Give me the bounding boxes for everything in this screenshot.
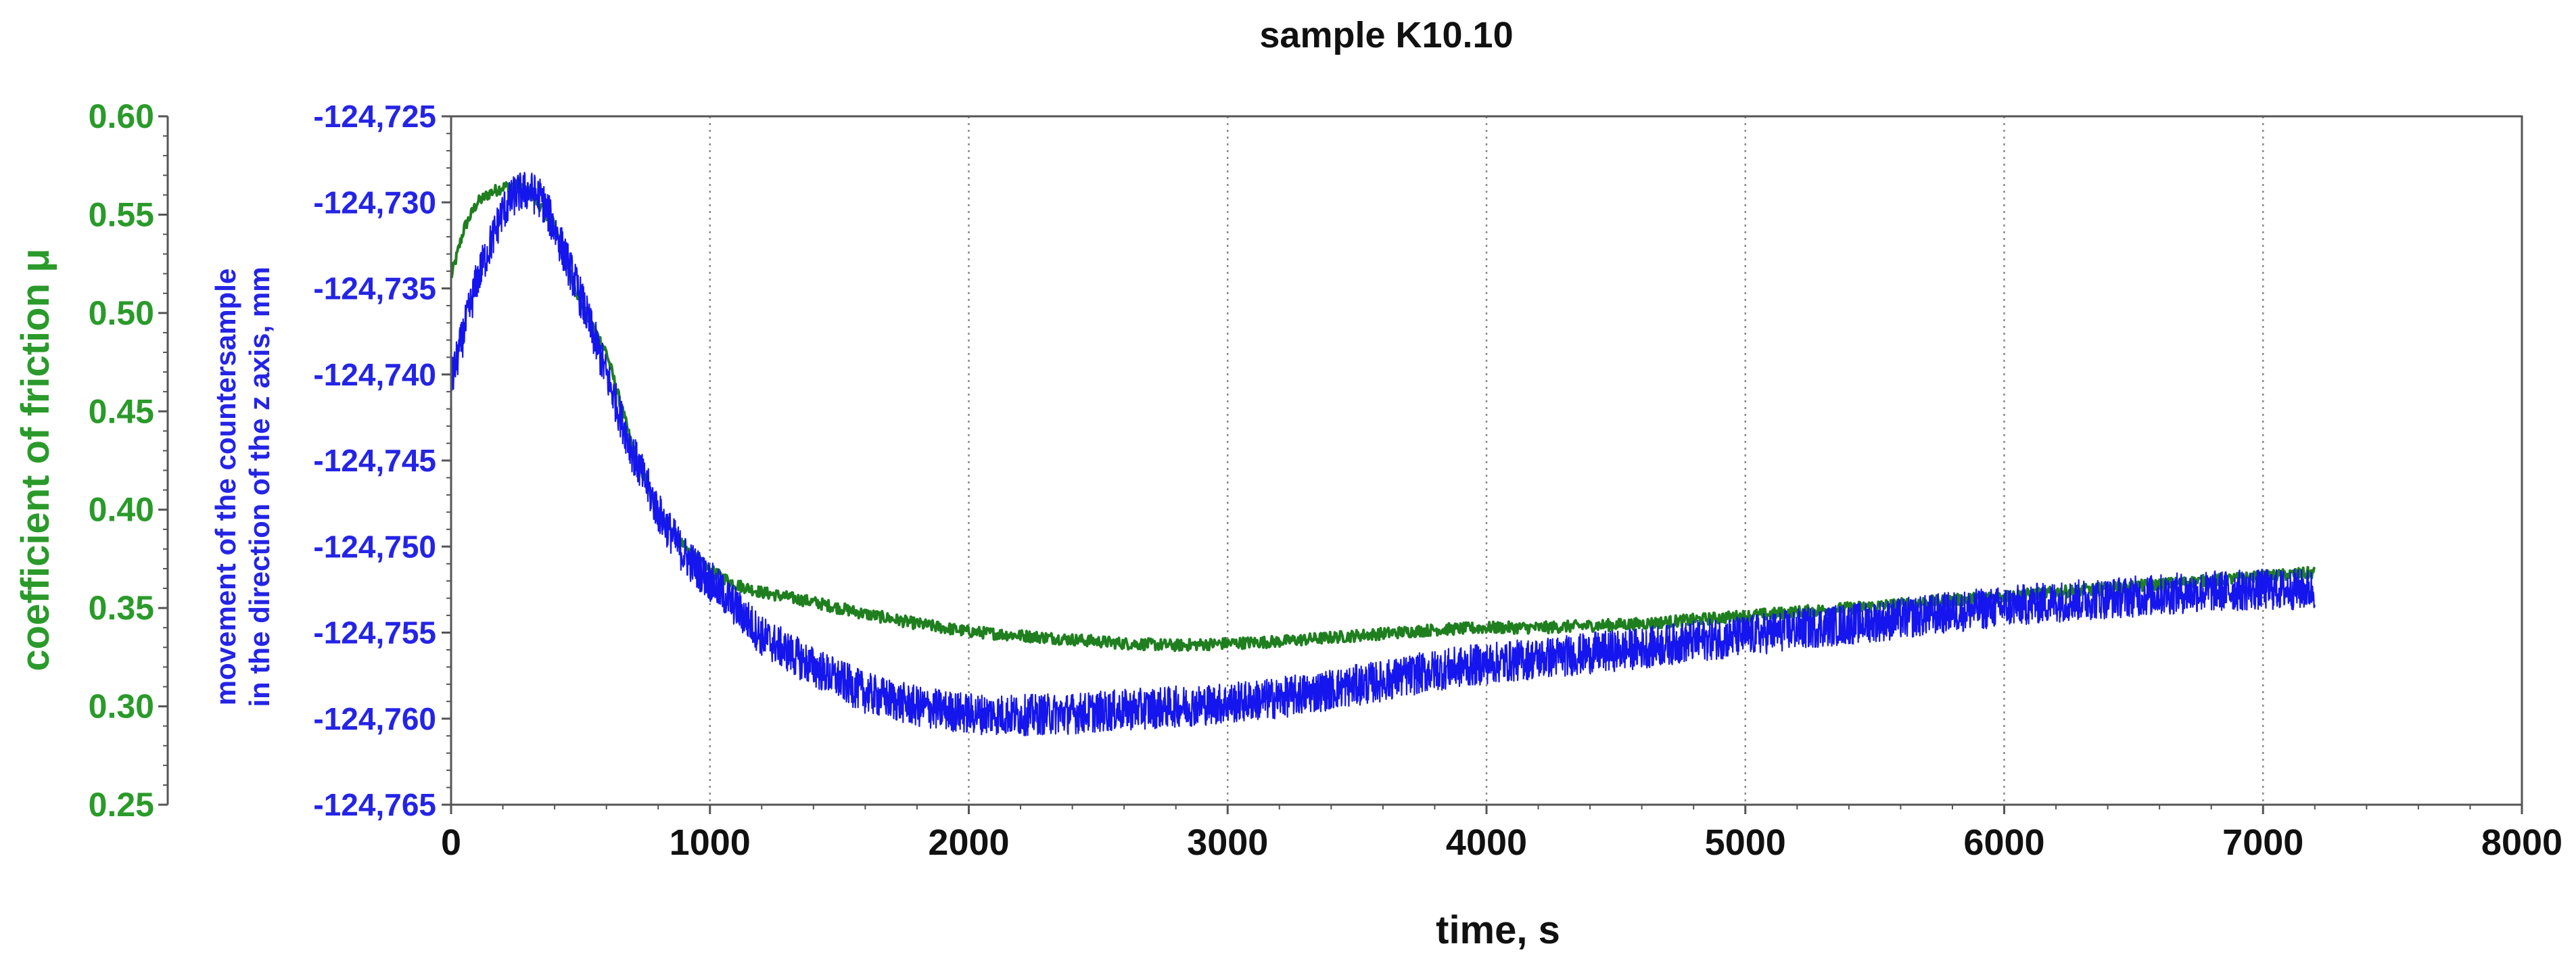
right-tick-label--124,755: -124,755 — [313, 615, 436, 651]
x-tick-label-3000: 3000 — [1187, 822, 1268, 863]
left-tick-label-0.40: 0.40 — [89, 491, 154, 529]
left-tick-label-0.30: 0.30 — [89, 688, 154, 726]
left-tick-label-0.50: 0.50 — [89, 294, 154, 332]
x-tick-label-0: 0 — [441, 822, 461, 863]
right-tick-label--124,730: -124,730 — [313, 185, 436, 220]
right-tick-label--124,745: -124,745 — [313, 443, 436, 478]
right-y-axis: -124,725 -124,730 -124,735 -124,740 -124,745… — [313, 99, 451, 822]
left-tick-label-0.45: 0.45 — [89, 392, 154, 430]
left-tick-label-0.60: 0.60 — [89, 97, 154, 135]
right-tick-label--124,740: -124,740 — [313, 357, 436, 392]
x-axis-label: time, s — [1436, 908, 1560, 952]
z-movement-line — [450, 172, 2316, 736]
right-tick-label--124,725: -124,725 — [313, 99, 436, 134]
left-y-axis: 0.60 0.55 0.50 0.45 0.40 0.35 0.30 0.25 — [89, 97, 169, 824]
x-axis: 0 1000 2000 3000 4000 5000 6000 7000 8000 — [441, 805, 2562, 863]
left-tick-label-0.55: 0.55 — [89, 195, 154, 233]
x-tick-label-6000: 6000 — [1963, 822, 2044, 863]
x-tick-label-4000: 4000 — [1446, 822, 1527, 863]
x-tick-label-2000: 2000 — [928, 822, 1009, 863]
right-tick-label--124,765: -124,765 — [313, 787, 436, 822]
x-tick-label-5000: 5000 — [1705, 822, 1786, 863]
right-tick-label--124,760: -124,760 — [313, 701, 436, 736]
right-tick-label--124,750: -124,750 — [313, 529, 436, 564]
x-tick-label-1000: 1000 — [670, 822, 751, 863]
right-y-axis-label-line-2: in the direction of the z axis, mm — [243, 266, 275, 707]
right-y-axis-label-line-1: movement of the countersample — [210, 268, 241, 705]
left-tick-label-0.25: 0.25 — [89, 786, 154, 824]
left-y-axis-label: coefficient of friction μ — [14, 248, 57, 671]
left-tick-label-0.35: 0.35 — [89, 589, 154, 627]
x-tick-label-7000: 7000 — [2222, 822, 2303, 863]
x-tick-label-8000: 8000 — [2481, 822, 2562, 863]
right-tick-label--124,735: -124,735 — [313, 271, 436, 306]
chart-title: sample K10.10 — [1259, 15, 1513, 55]
friction-coefficient-line — [450, 179, 2316, 653]
data-series — [450, 172, 2316, 736]
